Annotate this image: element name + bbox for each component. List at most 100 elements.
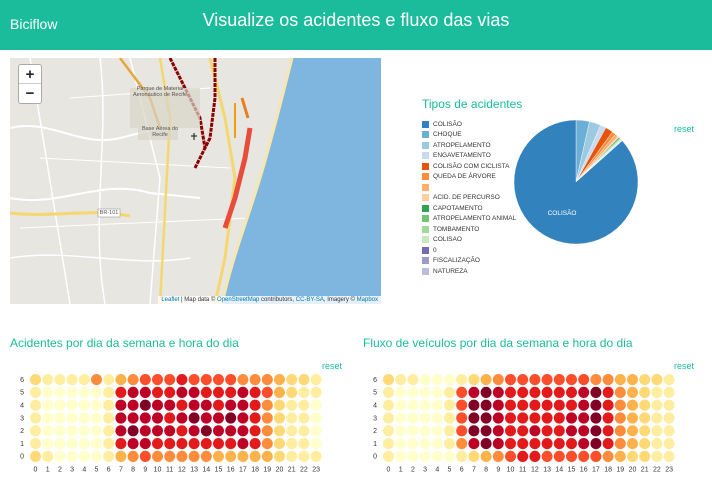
flow-heatmap-cell[interactable] xyxy=(651,386,663,398)
accidents-heatmap-cell[interactable] xyxy=(54,386,66,398)
accidents-heatmap-cell[interactable] xyxy=(200,399,212,411)
flow-heatmap-cell[interactable] xyxy=(517,425,529,437)
accidents-heatmap-cell[interactable] xyxy=(78,438,90,450)
flow-heatmap-cell[interactable] xyxy=(578,412,590,424)
accidents-heatmap-cell[interactable] xyxy=(188,374,200,386)
accidents-heatmap-cell[interactable] xyxy=(30,438,41,450)
accidents-heatmap-cell[interactable] xyxy=(200,438,212,450)
accidents-heatmap-cell[interactable] xyxy=(103,374,115,386)
accidents-heatmap-cell[interactable] xyxy=(249,374,261,386)
legend-item[interactable] xyxy=(422,182,516,193)
flow-heatmap-cell[interactable] xyxy=(663,438,675,450)
legend-item[interactable]: ATROPELAMENTO xyxy=(422,140,516,151)
accidents-heatmap-cell[interactable] xyxy=(127,412,139,424)
flow-heatmap-cell[interactable] xyxy=(444,425,455,437)
flow-heatmap-cell[interactable] xyxy=(456,374,468,386)
accidents-heatmap-cell[interactable] xyxy=(286,412,298,424)
flow-heatmap-cell[interactable] xyxy=(529,438,541,450)
flow-heatmap-cell[interactable] xyxy=(566,438,577,450)
accidents-heatmap-cell[interactable] xyxy=(66,438,78,450)
flow-heatmap-cell[interactable] xyxy=(468,399,480,411)
flow-heatmap-cell[interactable] xyxy=(529,374,541,386)
flow-heatmap-cell[interactable] xyxy=(517,450,529,462)
flow-heatmap-cell[interactable] xyxy=(627,399,638,411)
accidents-heatmap-cell[interactable] xyxy=(164,374,176,386)
accidents-heatmap-cell[interactable] xyxy=(249,412,261,424)
flow-heatmap-cell[interactable] xyxy=(431,399,443,411)
legend-item[interactable]: CAPOTAMENTO xyxy=(422,203,516,214)
accidents-heatmap-cell[interactable] xyxy=(310,425,322,437)
flow-heatmap-cell[interactable] xyxy=(529,399,541,411)
accidents-heatmap-cell[interactable] xyxy=(200,425,212,437)
flow-heatmap-cell[interactable] xyxy=(614,386,626,398)
osm-link[interactable]: OpenStreetMap xyxy=(217,297,260,303)
flow-heatmap-cell[interactable] xyxy=(541,399,553,411)
accidents-heatmap-cell[interactable] xyxy=(310,412,322,424)
accidents-heatmap-cell[interactable] xyxy=(298,412,310,424)
flow-heatmap-cell[interactable] xyxy=(553,425,565,437)
flow-heatmap-cell[interactable] xyxy=(590,374,602,386)
accidents-heatmap-cell[interactable] xyxy=(91,438,102,450)
accidents-heatmap-cell[interactable] xyxy=(78,399,90,411)
flow-heatmap-cell[interactable] xyxy=(627,412,638,424)
flow-heatmap-cell[interactable] xyxy=(431,386,443,398)
accidents-heatmap-cell[interactable] xyxy=(78,450,90,462)
flow-heatmap-cell[interactable] xyxy=(663,450,675,462)
flow-heatmap-cell[interactable] xyxy=(468,425,480,437)
accidents-heatmap-cell[interactable] xyxy=(237,450,249,462)
legend-item[interactable]: ENGAVETAMENTO xyxy=(422,151,516,162)
accidents-heatmap-cell[interactable] xyxy=(213,425,224,437)
zoom-in-button[interactable]: + xyxy=(19,65,41,84)
flow-heatmap-cell[interactable] xyxy=(541,450,553,462)
accidents-heatmap-cell[interactable] xyxy=(200,374,212,386)
flow-heatmap-cell[interactable] xyxy=(480,425,492,437)
flow-heatmap-cell[interactable] xyxy=(492,374,504,386)
accidents-heatmap-cell[interactable] xyxy=(54,374,66,386)
accidents-heatmap-cell[interactable] xyxy=(261,450,273,462)
flow-heatmap-cell[interactable] xyxy=(468,438,480,450)
flow-heatmap-cell[interactable] xyxy=(383,425,394,437)
flow-heatmap-cell[interactable] xyxy=(505,386,516,398)
accidents-heatmap-cell[interactable] xyxy=(249,399,261,411)
flow-heatmap-cell[interactable] xyxy=(614,412,626,424)
accidents-heatmap-cell[interactable] xyxy=(225,386,237,398)
accidents-heatmap-cell[interactable] xyxy=(237,374,249,386)
accidents-heatmap-cell[interactable] xyxy=(225,399,237,411)
accidents-heatmap-cell[interactable] xyxy=(237,386,249,398)
accidents-heatmap-cell[interactable] xyxy=(286,399,298,411)
flow-heatmap-cell[interactable] xyxy=(468,450,480,462)
flow-heatmap-cell[interactable] xyxy=(553,438,565,450)
accidents-heatmap-cell[interactable] xyxy=(176,412,188,424)
flow-heatmap-cell[interactable] xyxy=(529,450,541,462)
flow-heatmap-cell[interactable] xyxy=(639,374,651,386)
flow-heatmap-cell[interactable] xyxy=(627,438,638,450)
flow-heatmap-cell[interactable] xyxy=(492,438,504,450)
flow-heatmap-cell[interactable] xyxy=(419,374,431,386)
flow-heatmap-cell[interactable] xyxy=(651,374,663,386)
flow-heatmap-cell[interactable] xyxy=(529,386,541,398)
flow-heatmap-cell[interactable] xyxy=(407,450,419,462)
flow-heatmap-cell[interactable] xyxy=(651,425,663,437)
accidents-heatmap-cell[interactable] xyxy=(249,386,261,398)
accidents-heatmap-cell[interactable] xyxy=(103,425,115,437)
accidents-heatmap-cell[interactable] xyxy=(274,438,285,450)
flow-heatmap-cell[interactable] xyxy=(663,412,675,424)
accidents-heatmap-cell[interactable] xyxy=(78,374,90,386)
flow-heatmap-cell[interactable] xyxy=(419,386,431,398)
flow-heatmap-cell[interactable] xyxy=(578,374,590,386)
accidents-heatmap-cell[interactable] xyxy=(176,374,188,386)
legend-item[interactable]: CHOQUE xyxy=(422,130,516,141)
brand-link[interactable]: Biciflow xyxy=(10,16,58,32)
flow-heatmap-cell[interactable] xyxy=(590,438,602,450)
accidents-heatmap-cell[interactable] xyxy=(274,399,285,411)
accidents-heatmap-cell[interactable] xyxy=(42,386,54,398)
flow-heatmap-cell[interactable] xyxy=(456,386,468,398)
flow-heatmap-cell[interactable] xyxy=(517,412,529,424)
flow-heatmap-cell[interactable] xyxy=(663,374,675,386)
accidents-heatmap-cell[interactable] xyxy=(42,425,54,437)
flow-heatmap-cell[interactable] xyxy=(566,450,577,462)
flow-heatmap-cell[interactable] xyxy=(602,425,614,437)
flow-heatmap-cell[interactable] xyxy=(651,450,663,462)
flow-heatmap-cell[interactable] xyxy=(553,450,565,462)
mapbox-link[interactable]: Mapbox xyxy=(356,297,378,303)
